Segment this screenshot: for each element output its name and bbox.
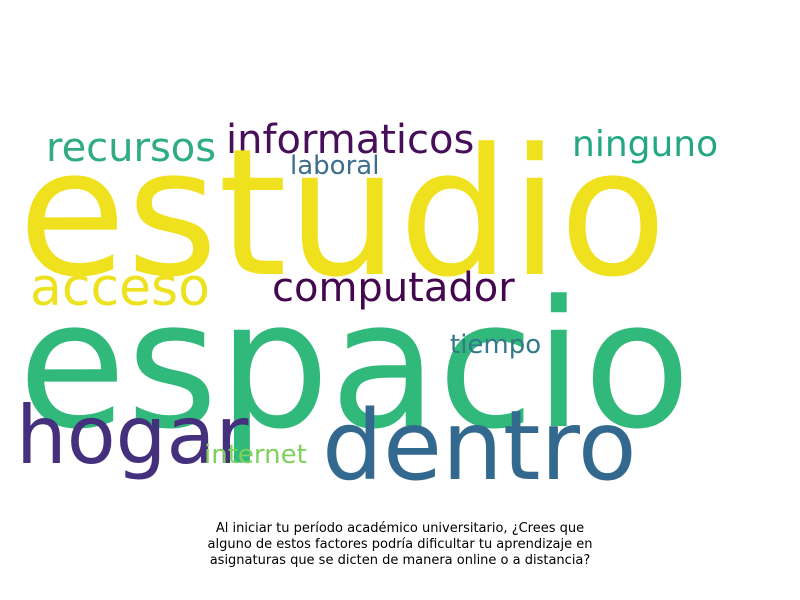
caption-line-2: alguno de estos factores podría dificult… xyxy=(207,537,593,552)
word-computador: computador xyxy=(272,265,515,311)
caption-line-3: asignaturas que se dicten de manera onli… xyxy=(209,553,591,568)
word-espacio: espacio xyxy=(18,263,691,468)
word-acceso: acceso xyxy=(30,258,210,318)
word-hogar: hogar xyxy=(16,389,249,482)
question-caption: Al iniciar tu período académico universi… xyxy=(100,521,700,569)
word-laboral: laboral xyxy=(290,151,380,181)
caption-line-1: Al iniciar tu período académico universi… xyxy=(215,521,585,536)
word-tiempo: tiempo xyxy=(450,330,542,360)
word-estudio: estudio xyxy=(18,111,667,316)
word-internet: internet xyxy=(204,440,307,470)
word-dentro: dentro xyxy=(322,390,637,502)
word-ninguno: ninguno xyxy=(572,124,719,165)
word-recursos: recursos xyxy=(46,125,217,171)
word-informaticos: informaticos xyxy=(226,117,475,163)
